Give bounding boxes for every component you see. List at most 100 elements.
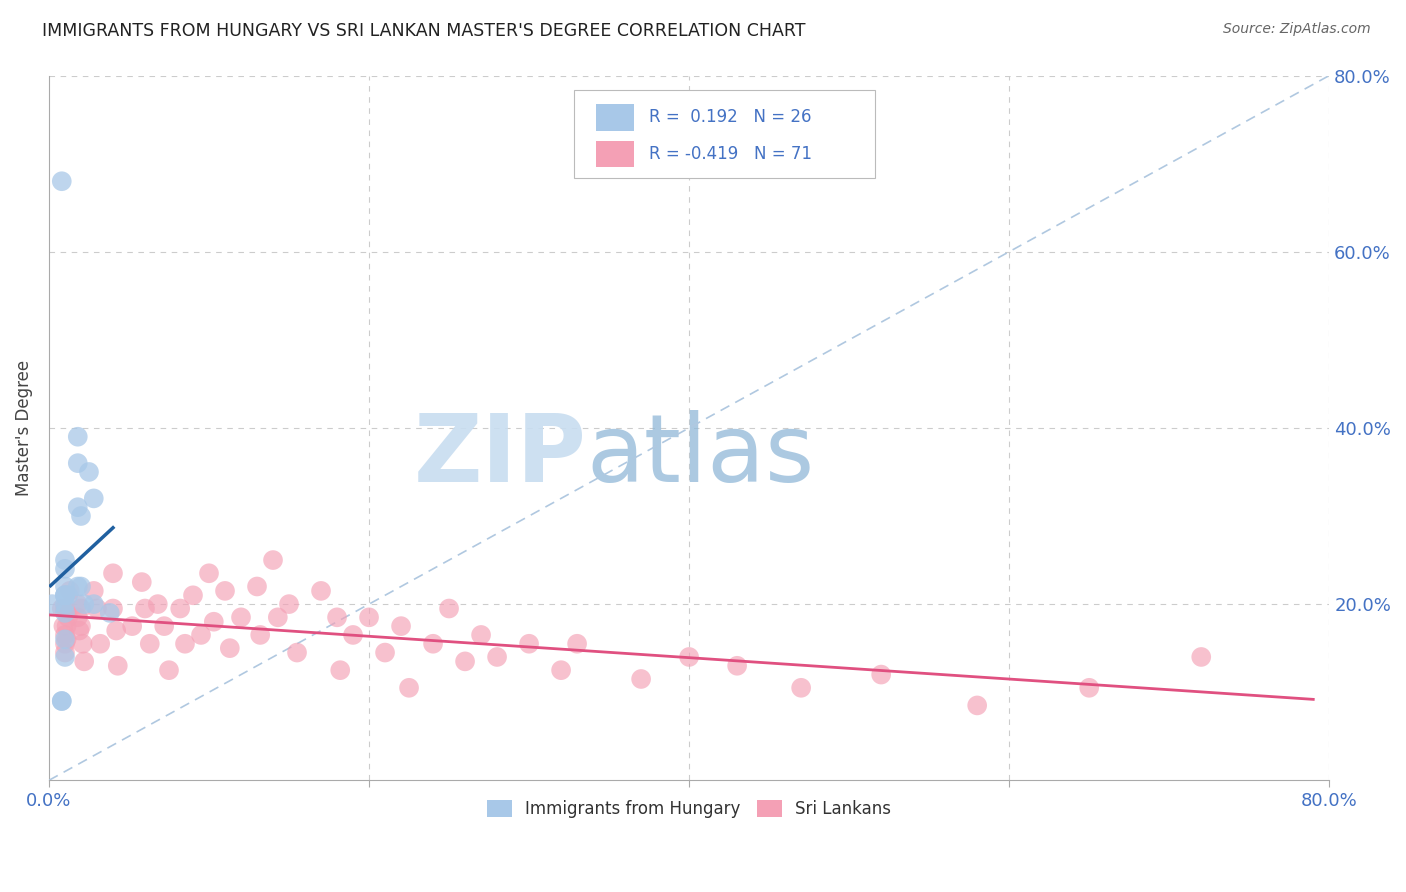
Point [55,606,77,620]
Point [53,588,76,602]
Point [89,637,111,651]
Point [470,628,492,642]
Point [53,606,76,620]
Point [389,619,412,633]
Point [131,575,153,590]
Point [83,583,105,598]
Text: ZIP: ZIP [413,410,586,502]
Point [202,615,225,629]
Point [53,601,76,615]
Point [67,624,90,638]
Point [73,597,96,611]
Point [51,694,73,708]
FancyBboxPatch shape [596,141,634,168]
Point [73,654,96,668]
Point [66,579,89,593]
Point [181,588,204,602]
Point [83,597,105,611]
Point [53,562,76,576]
Point [725,658,748,673]
Point [517,637,540,651]
Point [146,597,169,611]
Point [437,601,460,615]
Point [190,628,212,642]
Point [55,632,77,647]
Point [77,465,100,479]
Point [66,597,89,611]
Point [41,597,63,611]
Point [53,579,76,593]
Point [309,583,332,598]
Point [157,663,180,677]
Point [70,508,93,523]
Point [53,588,76,602]
Text: IMMIGRANTS FROM HUNGARY VS SRI LANKAN MASTER'S DEGREE CORRELATION CHART: IMMIGRANTS FROM HUNGARY VS SRI LANKAN MA… [42,22,806,40]
Point [70,601,93,615]
Point [101,601,124,615]
Point [246,579,269,593]
Point [153,619,176,633]
Point [55,619,77,633]
Point [198,566,221,581]
Point [70,619,93,633]
Point [53,632,76,647]
Point [53,553,76,567]
Point [53,637,76,651]
Point [53,597,76,611]
Point [52,619,75,633]
Point [66,610,89,624]
Point [174,637,197,651]
Point [169,601,191,615]
Point [630,672,652,686]
Point [790,681,813,695]
Point [66,430,89,444]
Point [53,646,76,660]
Point [966,698,988,713]
Point [70,579,93,593]
Point [565,637,588,651]
Point [53,588,76,602]
Point [422,637,444,651]
FancyBboxPatch shape [596,104,634,131]
Text: R =  0.192   N = 26: R = 0.192 N = 26 [650,109,811,127]
Point [98,606,121,620]
Point [357,610,380,624]
Point [56,588,79,602]
Point [51,694,73,708]
Point [249,628,271,642]
Point [870,667,893,681]
Text: atlas: atlas [586,410,815,502]
Point [678,650,700,665]
Point [326,610,349,624]
Point [51,174,73,188]
Point [66,500,89,515]
Point [329,663,352,677]
Text: R = -0.419   N = 71: R = -0.419 N = 71 [650,145,813,163]
Point [550,663,572,677]
Point [218,641,240,656]
Point [56,610,79,624]
Point [83,491,105,506]
Point [267,610,290,624]
Point [278,597,301,611]
Point [66,456,89,470]
Point [53,650,76,665]
Point [342,628,364,642]
Point [454,654,477,668]
Point [86,601,108,615]
Point [53,628,76,642]
FancyBboxPatch shape [574,89,875,178]
Point [107,658,129,673]
Point [398,681,420,695]
Point [374,646,396,660]
Point [101,566,124,581]
Point [1078,681,1101,695]
Text: Source: ZipAtlas.com: Source: ZipAtlas.com [1223,22,1371,37]
Point [51,601,73,615]
Point [262,553,284,567]
Point [139,637,162,651]
Legend: Immigrants from Hungary, Sri Lankans: Immigrants from Hungary, Sri Lankans [479,793,898,825]
Point [1189,650,1212,665]
Point [59,583,82,598]
Point [121,619,143,633]
